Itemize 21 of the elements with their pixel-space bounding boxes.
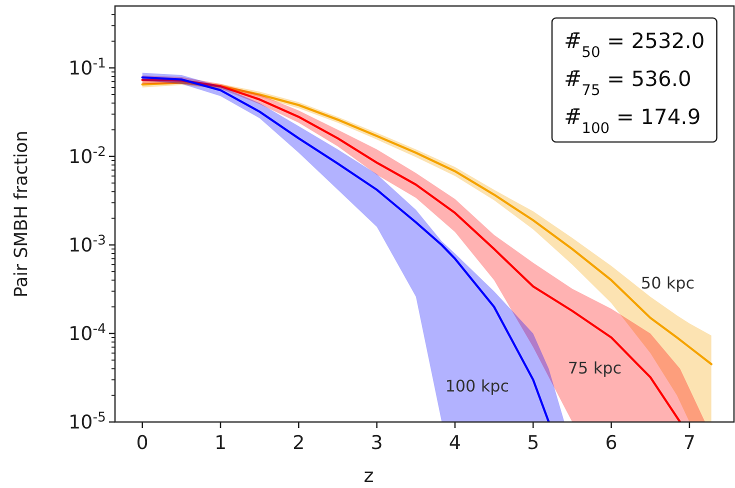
- x-axis-title: z: [364, 465, 374, 487]
- series-label: 50 kpc: [640, 273, 695, 292]
- y-tick-label: 10$^{-2}$: [68, 144, 106, 168]
- x-tick-label: 1: [214, 432, 227, 454]
- x-tick-label: 4: [448, 432, 462, 454]
- y-tick-label: 10$^{-1}$: [68, 56, 106, 80]
- y-tick-label: 10$^{-4}$: [68, 322, 106, 346]
- y-tick-label: 10$^{-5}$: [68, 410, 106, 434]
- x-tick-label: 7: [683, 432, 696, 454]
- y-axis-title: Pair SMBH fraction: [11, 130, 32, 298]
- annotation: #̄$_{50}$ = 2532.0: [564, 29, 705, 60]
- x-tick-label: 6: [605, 432, 618, 454]
- y-tick-label: 10$^{-3}$: [68, 233, 106, 257]
- x-tick-label: 2: [292, 432, 305, 454]
- x-tick-label: 3: [370, 432, 383, 454]
- series-label: 75 kpc: [568, 358, 622, 378]
- annotation: #̄$_{100}$ = 174.9: [564, 105, 701, 136]
- x-tick-label: 5: [527, 432, 540, 454]
- series-label: 100 kpc: [445, 376, 510, 396]
- annotation: #̄$_{75}$ = 536.0: [564, 67, 692, 98]
- x-tick-label: 0: [136, 432, 148, 454]
